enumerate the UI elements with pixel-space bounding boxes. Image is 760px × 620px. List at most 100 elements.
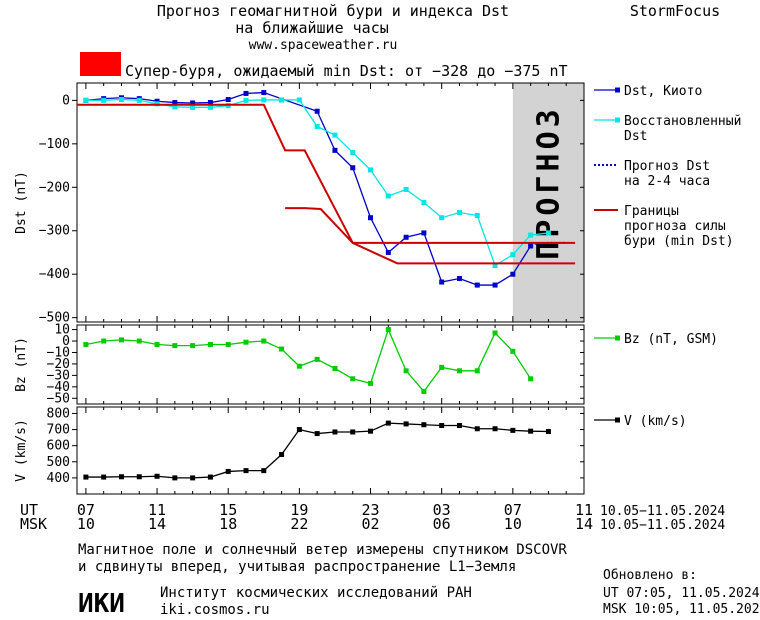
chart-title-line1: Прогноз геомагнитной бури и индекса Dst	[157, 2, 509, 20]
data-point	[385, 420, 391, 426]
data-point	[314, 123, 320, 129]
data-point	[207, 104, 213, 110]
data-point	[439, 279, 445, 285]
updated-msk: MSK 10:05, 11.05.2024	[603, 602, 760, 617]
bz-panel: 100−10−20−30−40−50 Bz (nT) Bz (nT, GSM)	[14, 323, 718, 407]
iki-logo: ИКИ	[78, 589, 125, 619]
data-point	[101, 97, 107, 103]
data-point	[243, 97, 249, 103]
data-point	[118, 474, 124, 480]
data-point	[225, 97, 231, 103]
data-point	[261, 97, 267, 103]
data-point	[456, 423, 462, 429]
data-point	[385, 327, 391, 333]
data-point	[332, 429, 338, 435]
series-line	[85, 327, 532, 393]
data-point	[172, 100, 178, 106]
y-axis-label: V (km/s)	[14, 419, 29, 482]
legend-label: Dst, Киото	[624, 84, 702, 99]
data-point	[101, 338, 107, 344]
ut-tick-label: 23	[361, 501, 379, 519]
data-point	[279, 346, 285, 352]
data-point	[474, 282, 480, 288]
data-point	[83, 97, 89, 103]
legend-label: Прогноз Dst	[624, 159, 710, 174]
data-point	[350, 150, 356, 156]
data-point	[207, 474, 213, 480]
storm-bound-line	[285, 207, 576, 265]
data-point	[350, 376, 356, 382]
data-point	[314, 108, 320, 114]
ut-date-range: 10.05−11.05.2024	[600, 504, 725, 519]
data-point	[350, 165, 356, 171]
chart-title-line2: на ближайшие часы	[235, 19, 389, 37]
data-point	[83, 341, 89, 347]
legend-label: V (km/s)	[624, 414, 687, 429]
data-point	[474, 213, 480, 219]
data-point	[332, 147, 338, 153]
legend-label: бури (min Dst)	[624, 234, 734, 249]
ut-tick-label: 15	[219, 501, 237, 519]
data-point	[385, 249, 391, 255]
data-point	[439, 215, 445, 221]
legend-item: Bz (nT, GSM)	[594, 332, 718, 347]
data-point	[421, 230, 427, 236]
data-point	[510, 348, 516, 354]
panel-frame	[76, 324, 585, 405]
data-point	[456, 209, 462, 215]
y-tick-label: 600	[47, 439, 70, 454]
msk-tick-label: 14	[575, 515, 593, 533]
data-point	[421, 388, 427, 394]
data-point	[510, 427, 516, 433]
y-tick-label: −50	[47, 391, 70, 406]
institute-site[interactable]: iki.cosmos.ru	[160, 602, 270, 618]
data-point	[492, 426, 498, 432]
data-point	[350, 429, 356, 435]
data-point	[261, 338, 267, 344]
data-point	[279, 97, 285, 103]
legend-label: на 2-4 часа	[624, 174, 710, 189]
data-point	[492, 282, 498, 288]
ut-tick-label: 11	[148, 501, 166, 519]
data-point	[207, 341, 213, 347]
data-point	[474, 426, 480, 432]
y-tick-label: −500	[39, 311, 70, 326]
data-point	[368, 215, 374, 221]
data-point	[190, 343, 196, 349]
data-point	[510, 271, 516, 277]
data-point	[225, 468, 231, 474]
msk-tick-label: 22	[290, 515, 308, 533]
data-point	[403, 421, 409, 427]
ut-tick-label: 07	[77, 501, 95, 519]
msk-label: MSK	[20, 515, 47, 533]
data-point	[403, 368, 409, 374]
y-tick-label: 0	[62, 93, 70, 108]
legend-marker	[615, 87, 620, 93]
legend-label: Bz (nT, GSM)	[624, 332, 718, 347]
msk-tick-label: 06	[433, 515, 451, 533]
brand-name: StormFocus	[630, 2, 720, 20]
updated-label: Обновлено в:	[603, 568, 697, 583]
legend-item: V (km/s)	[594, 414, 687, 429]
y-tick-label: −400	[39, 267, 70, 282]
ut-tick-label: 03	[433, 501, 451, 519]
msk-tick-label: 10	[77, 515, 95, 533]
data-point	[296, 427, 302, 433]
msk-tick-label: 02	[361, 515, 379, 533]
data-point	[296, 363, 302, 369]
data-point	[118, 337, 124, 343]
site-url[interactable]: www.spaceweather.ru	[249, 38, 398, 53]
data-point	[154, 341, 160, 347]
data-point	[83, 474, 89, 480]
footer-note-line1: Магнитное поле и солнечный ветер измерен…	[78, 542, 567, 558]
data-point	[403, 234, 409, 240]
alert-color-box	[80, 52, 121, 76]
data-point	[368, 428, 374, 434]
ut-tick-label: 07	[504, 501, 522, 519]
legend-label: Dst	[624, 129, 647, 144]
dst-panel: ПРОГНОЗ 0 −100 −200 −300 −400 −500 Dst (nT) Dst,…	[14, 82, 741, 326]
data-point	[172, 343, 178, 349]
data-point	[332, 132, 338, 138]
data-point	[368, 167, 374, 173]
